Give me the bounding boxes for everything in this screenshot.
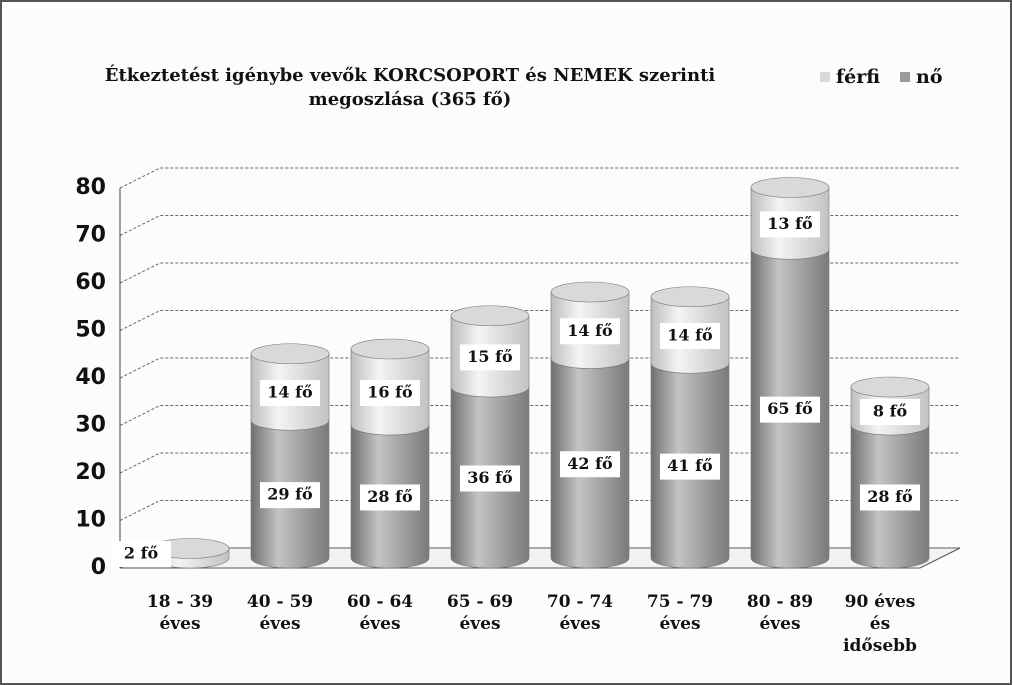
data-label: 14 fő — [667, 326, 713, 345]
x-tick-line: éves — [659, 614, 700, 634]
data-label: 8 fő — [873, 402, 908, 421]
label-bg — [111, 541, 171, 567]
data-label: 13 fő — [767, 214, 813, 233]
x-tick-line: 80 - 89 — [747, 592, 813, 612]
x-tick-line: éves — [359, 614, 400, 634]
legend-swatch — [820, 72, 830, 82]
y-tick-label: 30 — [75, 413, 106, 438]
data-label: 14 fő — [567, 321, 613, 340]
label-bg — [260, 380, 320, 406]
label-bg — [760, 396, 820, 423]
x-tick-label: 75 - 79 éves — [647, 592, 713, 634]
data-label: 41 fő — [667, 456, 713, 475]
label-bg — [260, 482, 320, 509]
data-label: 36 fő — [467, 468, 513, 487]
y-tick-label: 60 — [75, 270, 106, 295]
bar-top — [250, 343, 330, 365]
x-tick-line: idősebb — [843, 636, 917, 656]
data-label: 65 fő — [767, 399, 813, 418]
label-bg — [860, 484, 920, 511]
label-bg — [660, 453, 720, 480]
x-tick-line: éves — [559, 614, 600, 634]
x-tick-label: 90 éves és idősebb — [843, 592, 917, 656]
y-tick-label: 0 — [91, 555, 106, 580]
legend-label: férfi — [836, 66, 880, 88]
x-tick-line: éves — [459, 614, 500, 634]
x-tick-line: 75 - 79 — [647, 592, 713, 612]
y-tick-label: 70 — [75, 223, 106, 248]
data-label: 28 fő — [367, 487, 413, 506]
legend-swatch — [900, 72, 910, 82]
x-tick-line: 65 - 69 — [447, 592, 513, 612]
floor — [119, 547, 961, 569]
data-label: 15 fő — [467, 347, 513, 366]
x-tick-label: 65 - 69 éves — [447, 592, 513, 634]
y-tick-label: 20 — [75, 460, 106, 485]
chart-title: megoszlása (365 fő) — [309, 89, 512, 110]
x-tick-line: éves — [259, 614, 300, 634]
x-tick-label: 60 - 64 éves — [347, 592, 413, 634]
data-label: 29 fő — [267, 485, 313, 504]
x-tick-line: 18 - 39 — [147, 592, 213, 612]
y-tick-label: 40 — [75, 365, 106, 390]
x-tick-line: 40 - 59 — [247, 592, 313, 612]
x-tick-line: 70 - 74 — [547, 592, 613, 612]
bar-top — [550, 281, 630, 303]
label-bg — [360, 484, 420, 511]
chart-title: Étkeztetést igénybe vevők KORCSOPORT és … — [105, 63, 716, 86]
x-tick-label: 40 - 59 éves — [247, 592, 313, 634]
label-bg — [760, 211, 820, 238]
label-bg — [660, 323, 720, 349]
x-tick-label: 18 - 39 éves — [147, 592, 213, 634]
label-bg — [860, 399, 920, 425]
label-bg — [360, 380, 420, 406]
label-bg — [460, 344, 520, 371]
x-tick-line: 90 éves — [845, 592, 916, 612]
bar-top — [850, 376, 930, 398]
y-tick-label: 50 — [75, 318, 106, 343]
bar-top — [750, 177, 830, 198]
data-label: 14 fő — [267, 383, 313, 402]
x-tick-label: 80 - 89 éves — [747, 592, 813, 634]
data-label: 28 fő — [867, 487, 913, 506]
x-tick-line: 60 - 64 — [347, 592, 413, 612]
data-label: 42 fő — [567, 454, 613, 473]
bar-top — [450, 305, 530, 327]
bar-top — [350, 338, 430, 360]
x-tick-line: és — [870, 614, 890, 634]
x-tick-line: éves — [759, 614, 800, 634]
x-tick-line: éves — [159, 614, 200, 634]
data-label: 2 fő — [124, 544, 159, 563]
label-bg — [560, 318, 620, 345]
bar-top — [650, 286, 730, 308]
x-tick-label: 70 - 74 éves — [547, 592, 613, 634]
label-bg — [560, 451, 620, 478]
y-tick-label: 80 — [75, 175, 106, 200]
y-tick-label: 10 — [75, 508, 106, 533]
legend-label: nő — [916, 66, 943, 88]
label-bg — [460, 465, 520, 492]
data-label: 16 fő — [367, 383, 413, 402]
